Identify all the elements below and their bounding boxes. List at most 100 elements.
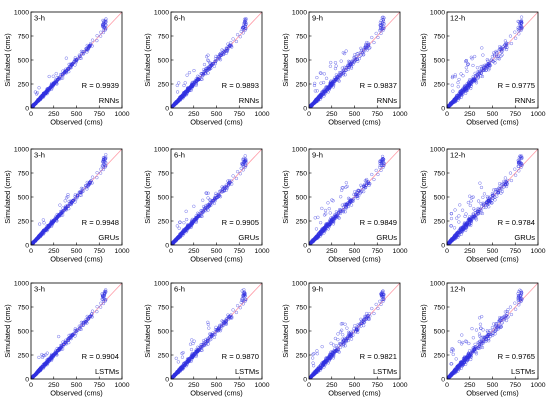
x-tick-label: 250 [326, 248, 338, 255]
scatter-point [333, 213, 337, 217]
scatter-point [52, 353, 56, 358]
scatter-point [206, 191, 210, 195]
scatter-point [487, 68, 491, 72]
scatter-point [45, 229, 49, 233]
scatter-point [219, 324, 224, 328]
scatter-point [187, 70, 192, 75]
scatter-point [484, 68, 488, 73]
scatter-point [463, 228, 468, 232]
model-label: RNNs [515, 96, 535, 105]
x-tick-label: 1000 [392, 248, 407, 255]
scatter-point [328, 218, 332, 222]
scatter-point [40, 352, 44, 357]
scatter-point [189, 224, 194, 228]
scatter-point [359, 46, 363, 50]
scatter-point [326, 201, 330, 205]
scatter-point [485, 58, 489, 62]
scatter-point [341, 73, 346, 77]
scatter-point [347, 197, 352, 201]
scatter-point [186, 86, 190, 90]
scatter-point [513, 36, 518, 40]
scatter-point [220, 48, 224, 52]
scatter-point [182, 362, 186, 366]
scatter-point [201, 71, 206, 76]
scatter-point [50, 218, 54, 223]
scatter-point [372, 177, 376, 182]
scatter-point [352, 59, 357, 63]
correlation-label: R = 0.9939 [82, 81, 119, 90]
scatter-point [320, 361, 324, 365]
y-tick-label: 0 [303, 242, 307, 249]
scatter-point [344, 181, 348, 185]
scatter-point [465, 69, 469, 73]
scatter-point [516, 25, 520, 30]
scatter-points [171, 154, 248, 245]
scatter-point [359, 183, 363, 187]
scatter-point [50, 357, 54, 361]
scatter-point [343, 210, 347, 214]
scatter-point [462, 84, 467, 88]
scatter-point [196, 74, 200, 78]
scatter-point [462, 227, 467, 231]
x-tick-label: 750 [510, 111, 522, 118]
scatter-point [55, 346, 59, 351]
y-tick-label: 1000 [154, 280, 169, 287]
scatter-point [455, 230, 459, 235]
scatter-point [452, 226, 457, 230]
scatter-point [44, 353, 48, 357]
scatter-point [176, 236, 180, 240]
y-tick-label: 250 [18, 352, 30, 359]
scatter-point [238, 35, 242, 39]
scatter-point [329, 216, 333, 220]
scatter-point [327, 359, 331, 363]
y-tick-label: 0 [165, 105, 169, 112]
scatter-point [516, 19, 520, 24]
scatter-point [63, 338, 68, 342]
scatter-point [504, 184, 509, 189]
x-tick-label: 500 [349, 248, 361, 255]
scatter-point [221, 52, 225, 57]
scatter-point [81, 52, 86, 56]
x-axis-label: Observed (cms) [328, 118, 381, 127]
scatter-point [379, 23, 383, 28]
x-tick-label: 1000 [530, 248, 545, 255]
x-tick-label: 1000 [392, 111, 407, 118]
scatter-point [476, 69, 480, 74]
scatter-point [338, 74, 343, 79]
scatter-point [183, 81, 187, 85]
scatter-point [214, 325, 218, 329]
scatter-point [206, 322, 210, 327]
scatter-point [476, 206, 480, 211]
scatter-point [65, 337, 70, 342]
scatter-point [346, 59, 351, 63]
scatter-point [179, 94, 183, 99]
scatter-point [481, 201, 485, 205]
scatter-point [194, 219, 198, 223]
scatter-point [192, 68, 196, 73]
scatter-point [380, 22, 384, 27]
scatter-point [201, 198, 205, 202]
y-tick-label: 500 [18, 328, 30, 335]
scatter-point [366, 41, 370, 45]
scatter-point [498, 182, 502, 186]
scatter-point [67, 207, 71, 211]
scatter-points [171, 16, 248, 108]
y-tick-label: 500 [158, 57, 170, 64]
scatter-point [204, 69, 209, 73]
scatter-point [40, 355, 45, 360]
scatter-point [187, 88, 191, 93]
scatter-point [79, 49, 84, 53]
scatter-point [499, 191, 503, 195]
scatter-point [68, 333, 73, 337]
scatter-point [206, 53, 210, 57]
scatter-point [213, 56, 218, 61]
scatter-point [335, 345, 339, 349]
scatter-point [189, 347, 194, 352]
scatter-point [317, 94, 321, 98]
scatter-point [204, 337, 208, 342]
y-tick-label: 750 [158, 33, 170, 40]
scatter-point [84, 185, 89, 190]
x-tick-label: 0 [29, 111, 33, 118]
scatter-point [188, 342, 193, 346]
